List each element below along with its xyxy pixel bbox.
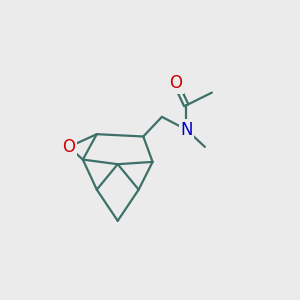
Text: N: N (180, 121, 193, 139)
Text: O: O (169, 74, 182, 92)
Text: O: O (62, 138, 75, 156)
